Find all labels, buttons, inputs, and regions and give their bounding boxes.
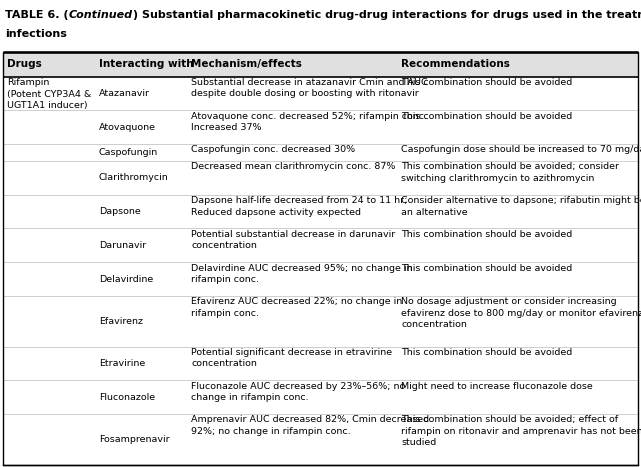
Text: Potential significant decrease in etravirine
concentration: Potential significant decrease in etravi… bbox=[191, 348, 392, 368]
Text: Rifampin
(Potent CYP3A4 &
UGT1A1 inducer): Rifampin (Potent CYP3A4 & UGT1A1 inducer… bbox=[7, 78, 91, 110]
Text: Fluconazole: Fluconazole bbox=[99, 393, 155, 402]
Text: This combination should be avoided: This combination should be avoided bbox=[401, 78, 572, 87]
Text: Caspofungin conc. decreased 30%: Caspofungin conc. decreased 30% bbox=[191, 146, 355, 155]
Text: ) Substantial pharmacokinetic drug-drug interactions for drugs used in the treat: ) Substantial pharmacokinetic drug-drug … bbox=[133, 10, 641, 20]
Text: TABLE 6. (: TABLE 6. ( bbox=[5, 10, 69, 20]
Text: Fluconazole AUC decreased by 23%–56%; no
change in rifampin conc.: Fluconazole AUC decreased by 23%–56%; no… bbox=[191, 382, 405, 402]
Text: Mechanism/effects: Mechanism/effects bbox=[191, 59, 302, 70]
Text: Consider alternative to dapsone; rifabutin might be
an alternative: Consider alternative to dapsone; rifabut… bbox=[401, 196, 641, 217]
Text: This combination should be avoided; effect of
rifampin on ritonavir and amprenav: This combination should be avoided; effe… bbox=[401, 416, 641, 447]
Text: Efavirenz AUC decreased 22%; no change in
rifampin conc.: Efavirenz AUC decreased 22%; no change i… bbox=[191, 297, 403, 318]
Text: This combination should be avoided: This combination should be avoided bbox=[401, 348, 572, 357]
Text: infections: infections bbox=[5, 29, 67, 39]
Text: Amprenavir AUC decreased 82%, Cmin decreased
92%; no change in rifampin conc.: Amprenavir AUC decreased 82%, Cmin decre… bbox=[191, 416, 429, 436]
Text: No dosage adjustment or consider increasing
efavirenz dose to 800 mg/day or moni: No dosage adjustment or consider increas… bbox=[401, 297, 641, 329]
Text: Darunavir: Darunavir bbox=[99, 241, 146, 250]
Text: Continued: Continued bbox=[69, 10, 133, 20]
Text: Etravirine: Etravirine bbox=[99, 359, 145, 368]
Text: Potential substantial decrease in darunavir
concentration: Potential substantial decrease in daruna… bbox=[191, 230, 395, 250]
Text: Dapsone: Dapsone bbox=[99, 207, 140, 216]
Text: Fosamprenavir: Fosamprenavir bbox=[99, 435, 169, 444]
Text: This combination should be avoided: This combination should be avoided bbox=[401, 263, 572, 273]
Text: Caspofungin: Caspofungin bbox=[99, 148, 158, 157]
Text: This combination should be avoided: This combination should be avoided bbox=[401, 112, 572, 121]
Text: This combination should be avoided; consider
switching clarithromycin to azithro: This combination should be avoided; cons… bbox=[401, 163, 619, 183]
Text: Might need to increase fluconazole dose: Might need to increase fluconazole dose bbox=[401, 382, 593, 391]
Text: Atovaquone: Atovaquone bbox=[99, 123, 156, 132]
Text: This combination should be avoided: This combination should be avoided bbox=[401, 230, 572, 239]
Text: Drugs: Drugs bbox=[7, 59, 42, 70]
Text: Efavirenz: Efavirenz bbox=[99, 317, 143, 326]
Text: Decreased mean clarithromycin conc. 87%: Decreased mean clarithromycin conc. 87% bbox=[191, 163, 395, 171]
Text: Delavirdine: Delavirdine bbox=[99, 275, 153, 283]
Text: Dapsone half-life decreased from 24 to 11 hr;
Reduced dapsone activity expected: Dapsone half-life decreased from 24 to 1… bbox=[191, 196, 408, 217]
Bar bbox=[3, 52, 638, 465]
Text: Caspofungin dose should be increased to 70 mg/day: Caspofungin dose should be increased to … bbox=[401, 146, 641, 155]
Text: Recommendations: Recommendations bbox=[401, 59, 510, 70]
Text: Atovaquone conc. decreased 52%; rifampin conc.
Increased 37%: Atovaquone conc. decreased 52%; rifampin… bbox=[191, 112, 427, 132]
Text: Delavirdine AUC decreased 95%; no change in
rifampin conc.: Delavirdine AUC decreased 95%; no change… bbox=[191, 263, 413, 284]
Text: Substantial decrease in atazanavir Cmin and AUC
despite double dosing or boostin: Substantial decrease in atazanavir Cmin … bbox=[191, 78, 428, 99]
Text: Atazanavir: Atazanavir bbox=[99, 89, 150, 98]
Text: Interacting with: Interacting with bbox=[99, 59, 194, 70]
Text: Clarithromycin: Clarithromycin bbox=[99, 173, 169, 182]
Bar bbox=[3, 52, 638, 77]
